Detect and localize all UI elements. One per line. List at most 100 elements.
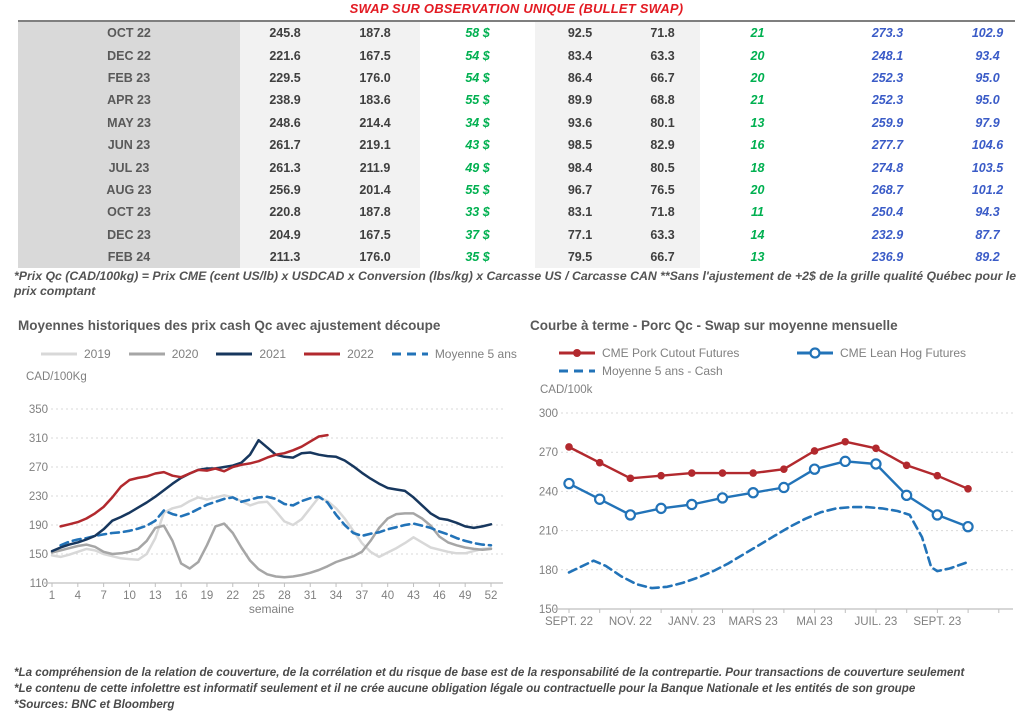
legend-item-2021: 2021 <box>215 347 286 361</box>
svg-text:230: 230 <box>29 491 48 503</box>
table-cell: 18 <box>750 160 765 175</box>
disclaimer-line: *La compréhension de la relation de couv… <box>14 666 965 679</box>
svg-text:SEPT. 22: SEPT. 22 <box>545 616 593 628</box>
table-cell: 83.1 <box>535 201 625 224</box>
legend-label: 2022 <box>347 347 374 361</box>
disclaimer-line: *Le contenu de cette infolettre est info… <box>14 682 916 696</box>
table-cell: 98.5 <box>535 133 625 157</box>
table-cell: 87.7 <box>975 227 1000 242</box>
table-cell: 58 $ <box>465 26 490 41</box>
legend-swatch <box>558 365 596 377</box>
legend-item-moyenne-5-ans: Moyenne 5 ans <box>391 347 517 361</box>
table-cell: 21 <box>750 93 765 108</box>
table-cell: 214.4 <box>330 111 420 134</box>
legend-label: CME Lean Hog Futures <box>840 346 967 360</box>
table-cell: MAY 23 <box>18 111 240 134</box>
svg-text:1: 1 <box>49 590 55 602</box>
table-cell: 21 <box>750 26 765 41</box>
chart-title-forward-curve: Courbe à terme - Porc Qc - Swap sur moye… <box>530 318 898 333</box>
table-cell: 248.1 <box>871 48 904 63</box>
legend-label: Moyenne 5 ans - Cash <box>602 364 723 378</box>
table-cell: 252.3 <box>871 70 904 85</box>
svg-text:180: 180 <box>539 565 558 577</box>
legend-historical: 2019 2020 2021 2022 Moyenne 5 ans <box>40 347 518 361</box>
table-cell: 95.0 <box>975 70 1000 85</box>
table-cell: 68.8 <box>625 89 700 112</box>
table-cell: 11 <box>751 205 764 220</box>
table-cell: 80.5 <box>625 156 700 179</box>
table-cell: DEC 22 <box>18 44 240 67</box>
table-cell: 77.1 <box>535 223 625 246</box>
document-title: SWAP SUR OBSERVATION UNIQUE (BULLET SWAP… <box>349 1 684 16</box>
table-cell: 273.3 <box>871 26 904 41</box>
table-cell: 187.8 <box>330 201 420 224</box>
table-cell: 94.3 <box>975 205 1000 220</box>
historical-prices-chart: 110 150 190 230 270 310 350 1 4 7 10 13 16 19 22 25 28 31… <box>29 404 503 616</box>
table-cell: 83.4 <box>535 44 625 67</box>
table-cell: 54 $ <box>465 48 490 63</box>
table-cell: 229.5 <box>240 66 330 90</box>
svg-text:28: 28 <box>278 590 291 602</box>
table-cell: 95.0 <box>975 93 1000 108</box>
table-cell: 13 <box>750 115 765 130</box>
disclaimer-notes: *La compréhension de la relation de couv… <box>14 665 1018 714</box>
table-cell: 71.8 <box>625 22 700 45</box>
table-cell: AUG 23 <box>18 178 240 202</box>
legend-label: 2020 <box>171 347 199 361</box>
table-cell: 268.7 <box>871 182 904 197</box>
table-cell: 245.8 <box>240 22 330 45</box>
svg-text:270: 270 <box>29 462 48 474</box>
svg-text:19: 19 <box>201 590 214 602</box>
table-cell: 176.0 <box>330 245 420 269</box>
table-cell: 167.5 <box>330 44 420 67</box>
legend-label: 2019 <box>84 347 111 361</box>
table-cell: JUN 23 <box>18 133 240 157</box>
table-cell: 250.4 <box>871 205 904 220</box>
forward-curve-block: Courbe à terme - Porc Qc - Swap sur moye… <box>526 318 1024 646</box>
svg-text:JUIL. 23: JUIL. 23 <box>855 616 898 628</box>
legend-item-2019: 2019 <box>40 347 111 361</box>
table-cell: 82.9 <box>625 133 700 157</box>
table-cell: 259.9 <box>871 115 904 130</box>
historical-chart-block: Moyennes historiques des prix cash Qc av… <box>14 318 518 633</box>
table-cell: 167.5 <box>330 223 420 246</box>
svg-text:49: 49 <box>459 590 472 602</box>
table-cell: 274.8 <box>871 160 904 175</box>
svg-text:7: 7 <box>100 590 106 602</box>
table-cell: 252.3 <box>871 93 904 108</box>
legend-label: 2021 <box>259 347 287 361</box>
svg-text:300: 300 <box>539 408 558 420</box>
table-cell: OCT 23 <box>18 201 240 224</box>
table-cell: 277.7 <box>871 138 904 153</box>
table-cell: 256.9 <box>240 178 330 202</box>
table-cell: 93.4 <box>975 48 1000 63</box>
table-cell: 204.9 <box>240 223 330 246</box>
svg-text:25: 25 <box>252 590 265 602</box>
table-cell: 66.7 <box>625 245 700 269</box>
table-cell: 13 <box>750 250 765 265</box>
table-cell: FEB 23 <box>18 66 240 90</box>
svg-text:40: 40 <box>381 590 394 602</box>
forward-curve-chart: 150 180 210 240 270 300 SEPT. 22 NOV. 22 JANV. 2… <box>539 408 1013 628</box>
svg-text:52: 52 <box>485 590 498 602</box>
legend-item-lean-hog: CME Lean Hog Futures <box>796 346 966 360</box>
svg-text:semaine: semaine <box>249 602 295 616</box>
legend-swatch <box>40 348 78 360</box>
table-cell: 54 $ <box>465 70 490 85</box>
svg-text:22: 22 <box>226 590 239 602</box>
svg-text:350: 350 <box>29 404 48 416</box>
svg-text:46: 46 <box>433 590 446 602</box>
table-cell: 187.8 <box>330 22 420 45</box>
table-cell: 80.1 <box>625 111 700 134</box>
svg-text:110: 110 <box>30 578 48 590</box>
svg-text:JANV. 23: JANV. 23 <box>668 616 716 628</box>
table-cell: 89.9 <box>535 89 625 112</box>
svg-text:37: 37 <box>355 590 368 602</box>
table-cell: 76.5 <box>625 178 700 202</box>
table-cell: JUL 23 <box>18 156 240 179</box>
table-cell: 238.9 <box>240 89 330 112</box>
legend-swatch <box>215 348 253 360</box>
table-cell: 232.9 <box>871 227 904 242</box>
table-cell: 219.1 <box>330 133 420 157</box>
